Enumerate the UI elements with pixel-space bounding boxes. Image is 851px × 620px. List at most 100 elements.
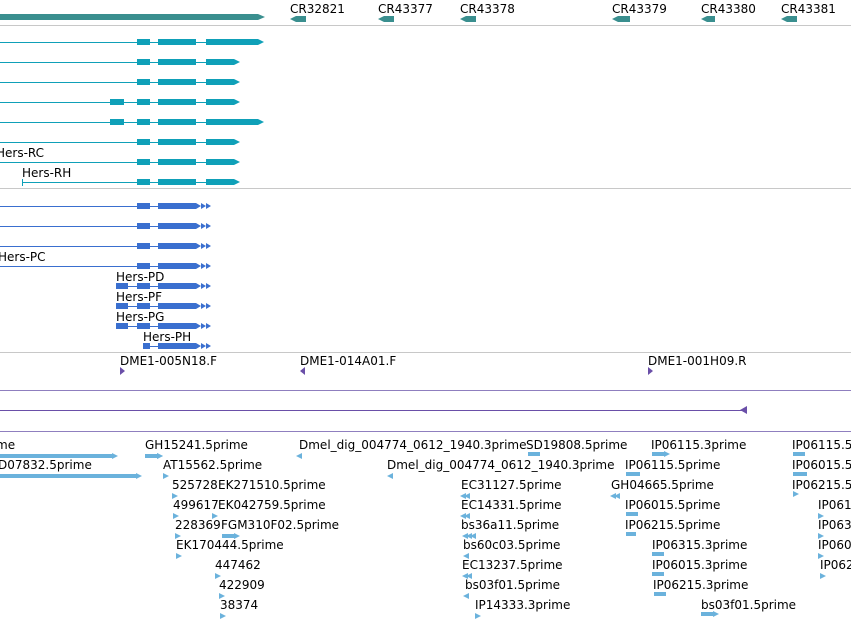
bac-end-marker[interactable]	[648, 367, 653, 375]
bac-end-marker[interactable]	[120, 367, 125, 375]
transcript-exon[interactable]	[137, 59, 150, 65]
est-label[interactable]: D07832.5prime	[0, 458, 92, 472]
ncrna-feature[interactable]	[384, 16, 394, 22]
est-label[interactable]: IP06015.5	[792, 458, 851, 472]
transcript-exon[interactable]	[158, 179, 196, 185]
transcript-exon[interactable]	[110, 99, 124, 105]
transcript-exon[interactable]	[158, 59, 196, 65]
polypeptide-intron[interactable]	[116, 326, 196, 327]
est-feature[interactable]	[652, 552, 664, 556]
polypeptide-exon[interactable]	[137, 303, 150, 309]
est-label[interactable]: GH15241.5prime	[145, 438, 248, 452]
est-label[interactable]: IP062	[820, 558, 851, 572]
polypeptide-exon[interactable]	[158, 283, 196, 289]
est-label[interactable]: EK042759.5prime	[218, 498, 326, 512]
polypeptide-intron[interactable]	[0, 226, 196, 227]
polypeptide-exon[interactable]	[137, 283, 150, 289]
est-feature[interactable]	[528, 452, 540, 456]
est-label[interactable]: 38374	[220, 598, 259, 612]
est-feature[interactable]	[222, 534, 234, 538]
est-label[interactable]: IP063	[818, 518, 851, 532]
est-label[interactable]: IP06115.5	[792, 438, 851, 452]
ncrna-label[interactable]: CR43381	[781, 2, 836, 16]
polypeptide-exon[interactable]	[158, 343, 196, 349]
transcript-exon[interactable]	[206, 39, 258, 45]
polypeptide-exon[interactable]	[158, 243, 196, 249]
est-label[interactable]: IP06015.3prime	[652, 558, 748, 572]
polypeptide-exon[interactable]	[116, 323, 128, 329]
est-feature[interactable]	[626, 472, 640, 476]
transcript-exon[interactable]	[137, 99, 150, 105]
transcript-exon[interactable]	[158, 39, 196, 45]
est-feature[interactable]	[626, 512, 638, 516]
transcript-exon[interactable]	[137, 79, 150, 85]
est-label[interactable]: Dmel_dig_004774_0612_1940.3prime	[387, 458, 615, 472]
est-label[interactable]: FGM310F02.5prime	[221, 518, 340, 532]
est-feature[interactable]	[0, 474, 136, 478]
est-label[interactable]: EC13237.5prime	[462, 558, 563, 572]
est-label[interactable]: 228369	[175, 518, 221, 532]
transcript-exon[interactable]	[206, 119, 258, 125]
polypeptide-exon[interactable]	[137, 243, 150, 249]
polypeptide-exon[interactable]	[137, 203, 150, 209]
est-label[interactable]: IP061	[818, 498, 851, 512]
transcript-intron[interactable]	[0, 122, 258, 123]
est-label[interactable]: IP06115.5prime	[625, 458, 721, 472]
est-feature[interactable]	[145, 454, 157, 458]
polypeptide-exon[interactable]	[158, 203, 196, 209]
est-label[interactable]: AT15562.5prime	[163, 458, 263, 472]
est-label[interactable]: bs60c03.5prime	[463, 538, 561, 552]
polypeptide-exon[interactable]	[158, 263, 196, 269]
polypeptide-intron[interactable]	[0, 266, 196, 267]
bac-end-label[interactable]: DME1-005N18.F	[120, 354, 218, 368]
ncrna-feature[interactable]	[296, 16, 306, 22]
bac-end-marker[interactable]	[300, 367, 305, 375]
polypeptide-exon[interactable]	[116, 303, 128, 309]
polypeptide-intron[interactable]	[116, 286, 196, 287]
polypeptide-exon[interactable]	[137, 323, 150, 329]
est-label[interactable]: 447462	[215, 558, 261, 572]
ncrna-label[interactable]: CR43380	[701, 2, 756, 16]
est-label[interactable]: 525728	[172, 478, 218, 492]
transcript-intron[interactable]	[0, 142, 234, 143]
transcript-exon[interactable]	[110, 119, 124, 125]
est-label[interactable]: bs03f01.5prime	[465, 578, 561, 592]
est-label[interactable]: EC14331.5prime	[461, 498, 562, 512]
est-feature[interactable]	[701, 612, 713, 616]
transcript-exon[interactable]	[137, 119, 150, 125]
ncrna-label[interactable]: CR43378	[460, 2, 515, 16]
transcript-exon[interactable]	[206, 139, 234, 145]
est-label[interactable]: EK170444.5prime	[176, 538, 284, 552]
gene-model-bar[interactable]	[0, 14, 258, 20]
polypeptide-label[interactable]: Hers-PD	[116, 270, 165, 284]
ncrna-feature[interactable]	[466, 16, 476, 22]
transcript-intron[interactable]	[0, 62, 234, 63]
transcript-exon[interactable]	[137, 39, 150, 45]
est-feature[interactable]	[0, 454, 112, 458]
ncrna-feature[interactable]	[707, 16, 715, 22]
est-feature[interactable]	[793, 472, 807, 476]
est-label[interactable]: IP14333.3prime	[475, 598, 571, 612]
est-label[interactable]: IP06315.3prime	[652, 538, 748, 552]
transcript-intron[interactable]	[0, 82, 234, 83]
polypeptide-exon[interactable]	[137, 263, 150, 269]
bac-span-line[interactable]	[0, 410, 742, 411]
polypeptide-exon[interactable]	[116, 283, 128, 289]
est-feature[interactable]	[626, 532, 636, 536]
est-label[interactable]: IP06015.5prime	[625, 498, 721, 512]
transcript-exon[interactable]	[158, 139, 196, 145]
est-label[interactable]: Dmel_dig_004774_0612_1940.3prime	[299, 438, 527, 452]
ncrna-feature[interactable]	[618, 16, 630, 22]
polypeptide-intron[interactable]	[0, 206, 196, 207]
est-feature[interactable]	[652, 572, 664, 576]
est-label[interactable]: IP06115.3prime	[651, 438, 747, 452]
est-label[interactable]: me	[0, 438, 16, 452]
est-label[interactable]: EC31127.5prime	[461, 478, 562, 492]
polypeptide-intron[interactable]	[0, 246, 196, 247]
ncrna-label[interactable]: CR43377	[378, 2, 433, 16]
polypeptide-exon[interactable]	[158, 323, 196, 329]
transcript-intron[interactable]	[0, 42, 258, 43]
polypeptide-intron[interactable]	[116, 306, 196, 307]
transcript-exon[interactable]	[158, 159, 196, 165]
est-label[interactable]: bs03f01.5prime	[701, 598, 797, 612]
